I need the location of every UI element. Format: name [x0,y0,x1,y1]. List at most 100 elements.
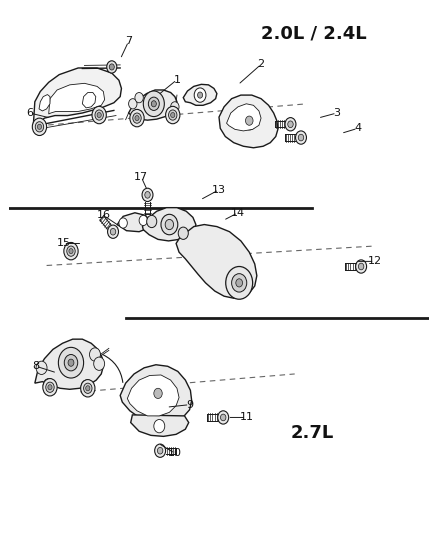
Circle shape [36,361,47,375]
Circle shape [226,266,253,299]
Circle shape [285,118,296,131]
Polygon shape [117,213,151,232]
Circle shape [97,112,101,118]
Circle shape [48,385,52,390]
Text: 2.7L: 2.7L [290,424,334,442]
Polygon shape [33,68,121,128]
Circle shape [171,102,179,112]
Polygon shape [120,365,192,423]
Circle shape [130,109,144,127]
Polygon shape [129,90,177,120]
Circle shape [95,110,103,120]
Circle shape [358,263,364,270]
Circle shape [68,359,74,366]
Circle shape [135,93,143,103]
Circle shape [64,243,78,260]
Circle shape [149,382,167,405]
Circle shape [232,273,247,292]
Circle shape [110,228,116,235]
Polygon shape [39,94,50,111]
Circle shape [178,227,188,239]
Circle shape [155,444,166,457]
Circle shape [129,99,137,109]
Text: 3: 3 [333,108,340,118]
Circle shape [218,411,229,424]
Circle shape [161,214,178,235]
Circle shape [198,92,203,98]
Circle shape [236,279,243,287]
Polygon shape [82,93,96,108]
Circle shape [169,110,177,120]
Circle shape [154,388,162,399]
Polygon shape [176,224,257,298]
Circle shape [245,116,253,125]
Text: 15: 15 [57,238,71,248]
Circle shape [147,215,157,228]
Circle shape [107,61,117,73]
Circle shape [165,220,173,230]
Circle shape [242,111,257,130]
Circle shape [296,131,307,144]
Polygon shape [49,83,105,114]
Circle shape [81,380,92,393]
Text: 13: 13 [212,185,226,195]
Circle shape [151,101,156,107]
Circle shape [32,118,46,135]
Text: 8: 8 [32,361,40,372]
Polygon shape [142,208,196,241]
Polygon shape [183,84,217,106]
Circle shape [194,88,206,102]
Circle shape [356,260,367,273]
Circle shape [108,225,119,238]
Circle shape [81,379,95,397]
Circle shape [94,357,105,370]
Polygon shape [226,104,261,131]
Polygon shape [131,415,189,437]
Circle shape [135,116,139,120]
Circle shape [143,91,164,117]
Text: 6: 6 [26,108,33,118]
Circle shape [64,354,78,371]
Text: 1: 1 [173,75,180,85]
Text: 14: 14 [231,208,245,218]
Circle shape [37,124,42,130]
Circle shape [43,378,54,392]
Circle shape [69,248,73,254]
Circle shape [142,188,153,201]
Circle shape [171,112,175,118]
Circle shape [58,348,84,378]
Circle shape [35,122,44,132]
Circle shape [43,378,57,396]
Circle shape [119,218,127,228]
Circle shape [109,64,114,70]
Circle shape [145,191,150,198]
Circle shape [166,107,180,124]
Circle shape [148,97,159,110]
Circle shape [154,419,165,433]
Text: 17: 17 [134,172,148,182]
Circle shape [220,414,226,421]
Circle shape [89,348,100,361]
Polygon shape [127,375,179,416]
Circle shape [288,121,293,127]
Circle shape [157,447,163,454]
Circle shape [139,215,148,225]
Text: 2.0L / 2.4L: 2.0L / 2.4L [261,25,367,43]
Polygon shape [219,95,278,148]
Circle shape [67,246,75,256]
Text: 9: 9 [186,400,193,410]
Text: 4: 4 [354,123,361,133]
Text: 11: 11 [239,413,253,423]
Text: 16: 16 [96,211,110,220]
Text: 7: 7 [125,36,132,46]
Circle shape [86,386,90,391]
Circle shape [46,382,54,392]
Circle shape [84,383,92,393]
Polygon shape [35,339,103,389]
Text: 12: 12 [367,256,381,266]
Circle shape [133,113,141,123]
Circle shape [298,134,304,141]
Text: 10: 10 [168,448,182,458]
Text: 2: 2 [258,59,265,69]
Circle shape [92,107,106,124]
